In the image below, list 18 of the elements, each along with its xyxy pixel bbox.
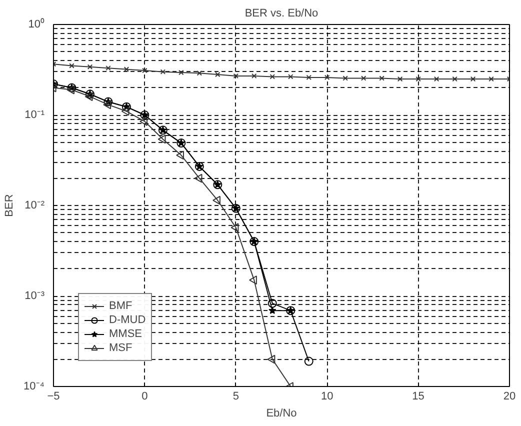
y-tick-label: 10⁻⁴: [24, 380, 45, 392]
x-tick-label: 15: [412, 390, 424, 402]
x-tick-label: 0: [142, 390, 148, 402]
x-tick-label: 20: [503, 390, 516, 402]
legend-label: MMSE: [109, 327, 142, 341]
y-tick-label: 10⁻¹: [24, 109, 45, 121]
y-tick-label: 10⁻³: [24, 290, 45, 302]
chart-title: BER vs. Eb/No: [244, 8, 318, 20]
y-axis-title: BER: [4, 194, 16, 217]
legend-label: MSF: [109, 341, 132, 355]
legend-label: BMF: [109, 299, 132, 313]
x-tick-label: 10: [320, 390, 334, 402]
y-tick-label: 10⁰: [28, 18, 45, 30]
x-tick-label: 5: [232, 390, 239, 402]
legend-label: D-MUD: [109, 313, 146, 327]
x-tick-label: −5: [47, 390, 60, 402]
x-axis-title: Eb/No: [266, 408, 297, 420]
y-tick-label: 10⁻²: [24, 200, 45, 212]
